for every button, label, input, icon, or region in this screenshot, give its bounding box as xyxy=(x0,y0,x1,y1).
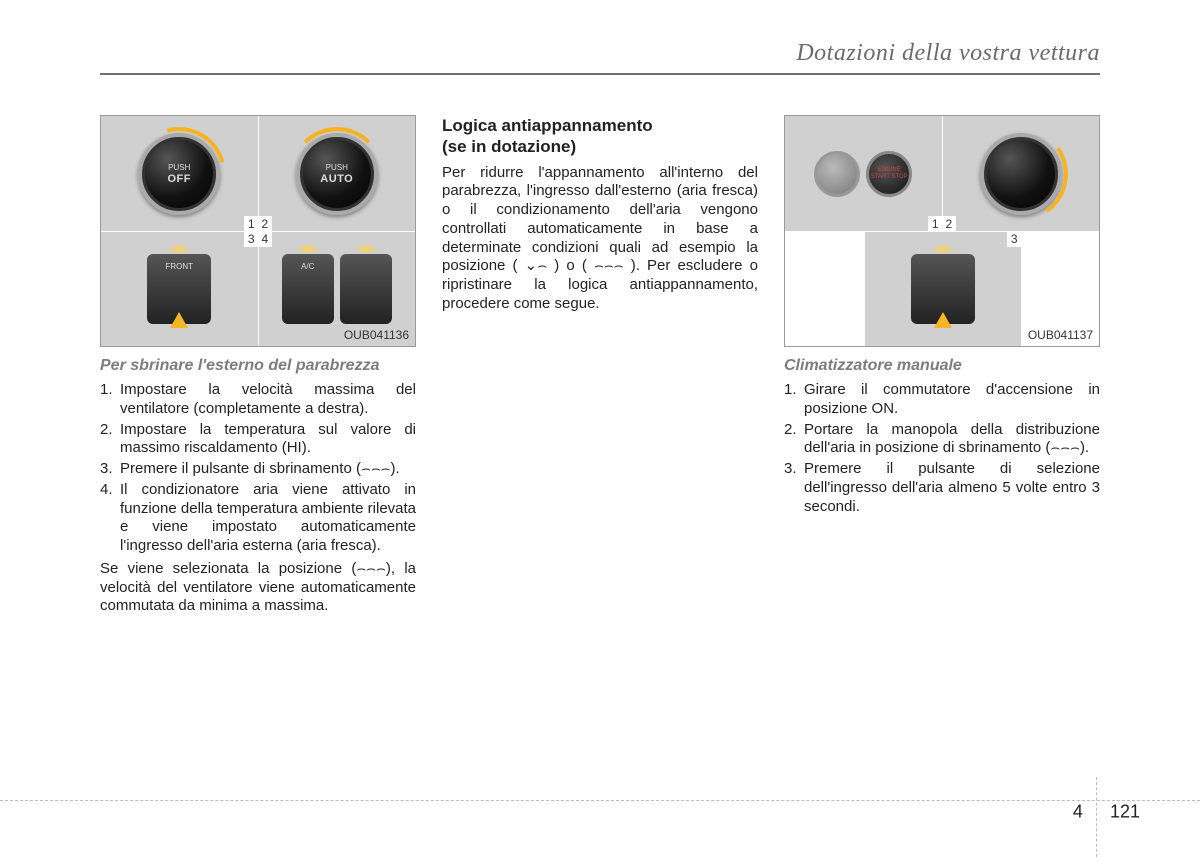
r-cell-num-2: 2 xyxy=(942,216,957,232)
engine-start-stop-icon: ENGINE START STOP xyxy=(866,151,912,197)
arrow-up-icon xyxy=(934,312,952,328)
page-number: 121 xyxy=(1110,802,1140,822)
btn3-label: FRONT xyxy=(165,262,193,271)
right-step-2: Portare la manopola della distribuzione … xyxy=(784,421,1100,459)
left-step-2: Impostare la temperatura sul valore di m… xyxy=(100,421,416,459)
figure-left-code: OUB041136 xyxy=(344,328,409,342)
page: Dotazioni della vostra vettura PUSH OFF … xyxy=(100,40,1100,821)
center-h2b: (se in dotazione) xyxy=(442,137,576,156)
fig-left-cell-2: PUSH AUTO 2 xyxy=(259,116,416,231)
figure-right-code: OUB041137 xyxy=(1028,328,1093,342)
fig-right-cell-2: 2 xyxy=(943,116,1100,231)
mode-knob-icon xyxy=(980,133,1062,215)
cell-num-3: 3 xyxy=(244,231,259,247)
crop-mark-dash xyxy=(0,800,1200,801)
chapter-number: 4 xyxy=(1073,802,1083,822)
front-defrost-button-icon: FRONT xyxy=(147,254,211,324)
r-cell-num-1: 1 xyxy=(928,216,943,232)
arrow-up-icon xyxy=(170,312,188,328)
right-step-3: Premere il pulsante di selezione dell'in… xyxy=(784,460,1100,516)
ignition-key-icon xyxy=(814,151,860,197)
fig-left-cell-1: PUSH OFF 1 xyxy=(101,116,259,231)
fig-right-cell-3: 3 xyxy=(864,231,1021,346)
figure-right: ENGINE START STOP 1 2 xyxy=(784,115,1100,347)
page-footer: 4 121 xyxy=(1073,777,1140,847)
center-body: Per ridurre l'appannamento all'interno d… xyxy=(442,164,758,314)
center-heading: Logica antiappannamento (se in dotazione… xyxy=(442,115,758,158)
center-h2a: Logica antiappannamento xyxy=(442,116,653,135)
running-head: Dotazioni della vostra vettura xyxy=(100,40,1100,73)
left-extra: Se viene selezionata la posizione (⌢⌢⌢),… xyxy=(100,560,416,616)
left-steps: Impostare la velocità massima del ventil… xyxy=(100,381,416,556)
left-step-4: Il condizionatore aria viene attivato in… xyxy=(100,481,416,556)
footer-separator xyxy=(1096,777,1097,857)
right-step-1: Girare il commutatore d'accensione in po… xyxy=(784,381,1100,419)
right-caption: Climatizzatore manuale xyxy=(784,357,1100,375)
ac-button-icon: A/C xyxy=(282,254,334,324)
btn4a-label: A/C xyxy=(301,262,314,271)
left-caption: Per sbrinare l'esterno del parabrezza xyxy=(100,357,416,375)
header-rule xyxy=(100,73,1100,75)
columns: PUSH OFF 1 PUSH AUTO 2 xyxy=(100,115,1100,616)
intake-button-icon xyxy=(911,254,975,324)
cell-num-1: 1 xyxy=(244,216,259,232)
left-step-1: Impostare la velocità massima del ventil… xyxy=(100,381,416,419)
cell-num-2: 2 xyxy=(258,216,273,232)
ess-label: ENGINE START STOP xyxy=(869,167,909,181)
fan-knob-icon: PUSH OFF xyxy=(138,133,220,215)
temp-knob-icon: PUSH AUTO xyxy=(296,133,378,215)
recirc-button-icon xyxy=(340,254,392,324)
fig-left-cell-3: FRONT 3 xyxy=(101,231,259,346)
left-step-3: Premere il pulsante di sbrinamento (⌢⌢⌢)… xyxy=(100,460,416,479)
right-steps: Girare il commutatore d'accensione in po… xyxy=(784,381,1100,516)
cell-num-4: 4 xyxy=(258,231,273,247)
col-right: ENGINE START STOP 1 2 xyxy=(784,115,1100,616)
figure-left: PUSH OFF 1 PUSH AUTO 2 xyxy=(100,115,416,347)
col-left: PUSH OFF 1 PUSH AUTO 2 xyxy=(100,115,416,616)
r-cell-num-3: 3 xyxy=(1007,231,1022,247)
col-center: Logica antiappannamento (se in dotazione… xyxy=(442,115,758,616)
fig-right-cell-1: ENGINE START STOP 1 xyxy=(785,116,943,231)
